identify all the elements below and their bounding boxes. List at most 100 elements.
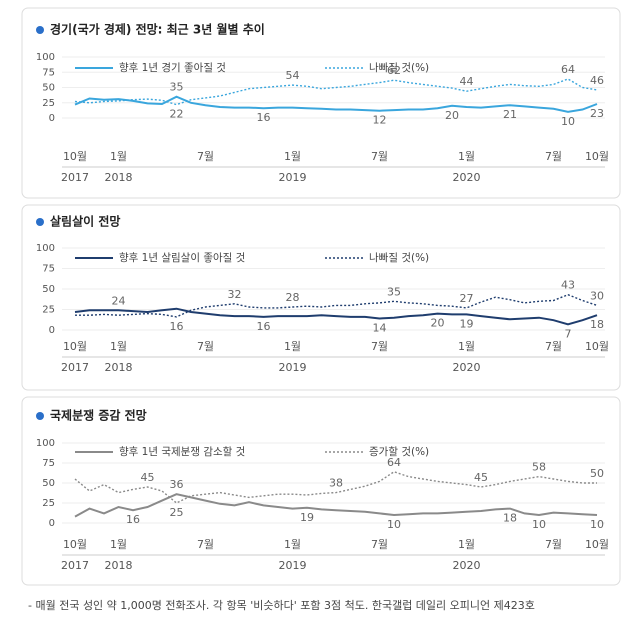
data-label: 12 [373, 114, 387, 127]
x-tick-label: 7월 [197, 340, 214, 353]
panel [21, 396, 621, 586]
x-tick-label: 10월 [585, 340, 609, 353]
y-tick-label: 25 [42, 98, 55, 109]
series-line [74, 307, 598, 326]
x-tick-label: 1월 [110, 340, 127, 353]
x-tick-label: 10월 [63, 340, 87, 353]
legend-label: 향후 1년 국제분쟁 감소할 것 [119, 446, 245, 458]
data-label: 38 [329, 477, 343, 490]
x-year-label: 2020 [453, 361, 481, 374]
x-year-label: 2017 [61, 171, 89, 184]
data-label: 16 [257, 111, 271, 124]
y-tick-label: 75 [42, 458, 55, 469]
data-label: 45 [474, 471, 488, 484]
data-label: 32 [228, 288, 242, 301]
x-tick-label: 10월 [585, 538, 609, 551]
y-tick-label: 50 [42, 284, 55, 295]
data-label: 14 [373, 322, 387, 335]
data-label: 10 [532, 518, 546, 531]
data-label: 45 [141, 471, 155, 484]
x-tick-label: 1월 [110, 150, 127, 163]
data-label: 46 [590, 74, 604, 87]
x-year-label: 2017 [61, 559, 89, 572]
data-label: 43 [561, 279, 575, 292]
x-tick-label: 1월 [458, 538, 475, 551]
data-label: 62 [387, 64, 401, 77]
legend-label: 향후 1년 경기 좋아질 것 [119, 61, 226, 74]
bullet [36, 412, 44, 420]
data-label: 25 [170, 506, 184, 519]
x-tick-label: 1월 [284, 538, 301, 551]
data-label: 27 [460, 292, 474, 305]
x-tick-label: 10월 [585, 150, 609, 163]
series-line [74, 493, 598, 518]
y-tick-label: 50 [42, 83, 55, 94]
data-label: 22 [170, 108, 184, 121]
data-label: 19 [460, 317, 474, 330]
series-line [75, 293, 598, 318]
data-label: 10 [561, 115, 575, 128]
legend-label: 나빠질 것(%) [369, 252, 429, 264]
x-tick-label: 7월 [371, 538, 388, 551]
panel [21, 204, 621, 391]
x-tick-label: 10월 [63, 538, 87, 551]
series-line [74, 95, 598, 113]
data-label: 10 [590, 518, 604, 531]
x-tick-label: 1월 [284, 340, 301, 353]
legend-label: 나빠질 것(%) [369, 62, 429, 74]
data-label: 18 [590, 318, 604, 331]
y-tick-label: 0 [49, 113, 55, 124]
y-tick-label: 100 [36, 438, 55, 449]
x-tick-label: 1월 [458, 340, 475, 353]
x-tick-label: 10월 [63, 150, 87, 163]
y-tick-label: 100 [36, 52, 55, 63]
data-label: 50 [590, 467, 604, 480]
x-year-label: 2019 [279, 171, 307, 184]
data-label: 64 [561, 63, 575, 76]
x-tick-label: 7월 [197, 150, 214, 163]
legend-label: 향후 1년 살림살이 좋아질 것 [119, 252, 245, 264]
y-tick-label: 50 [42, 478, 55, 489]
data-label: 28 [286, 291, 300, 304]
data-label: 58 [532, 461, 546, 474]
x-year-label: 2019 [279, 559, 307, 572]
x-year-label: 2017 [61, 361, 89, 374]
y-tick-label: 100 [36, 243, 55, 254]
x-tick-label: 7월 [545, 150, 562, 163]
data-label: 20 [445, 109, 459, 122]
x-year-label: 2020 [453, 559, 481, 572]
data-label: 54 [286, 69, 300, 82]
data-label: 23 [590, 107, 604, 120]
data-label: 21 [503, 108, 517, 121]
chart-title: 살림살이 전망 [50, 214, 120, 229]
data-label: 16 [126, 513, 140, 526]
data-label: 19 [300, 511, 314, 524]
series-line [74, 471, 597, 504]
x-tick-label: 7월 [545, 538, 562, 551]
x-tick-label: 1월 [110, 538, 127, 551]
chart-title: 국제분쟁 증감 전망 [50, 408, 147, 423]
data-label: 7 [565, 327, 572, 340]
x-tick-label: 1월 [458, 150, 475, 163]
data-label: 30 [590, 289, 604, 302]
data-label: 36 [170, 478, 184, 491]
x-tick-label: 7월 [545, 340, 562, 353]
series-line [74, 78, 598, 106]
y-tick-label: 75 [42, 67, 55, 78]
data-label: 10 [387, 518, 401, 531]
x-year-label: 2019 [279, 361, 307, 374]
data-label: 35 [387, 285, 401, 298]
legend-label: 증가할 것(%) [369, 446, 429, 458]
y-tick-label: 75 [42, 264, 55, 275]
x-tick-label: 1월 [284, 150, 301, 163]
chart-title: 경기(국가 경제) 전망: 최근 3년 월별 추이 [50, 22, 265, 37]
x-tick-label: 7월 [197, 538, 214, 551]
data-label: 35 [170, 81, 184, 94]
x-year-label: 2018 [105, 559, 133, 572]
data-label: 18 [503, 512, 517, 525]
y-tick-label: 0 [49, 325, 55, 336]
y-tick-label: 0 [49, 518, 55, 529]
bullet [36, 218, 44, 226]
data-label: 20 [431, 317, 445, 330]
